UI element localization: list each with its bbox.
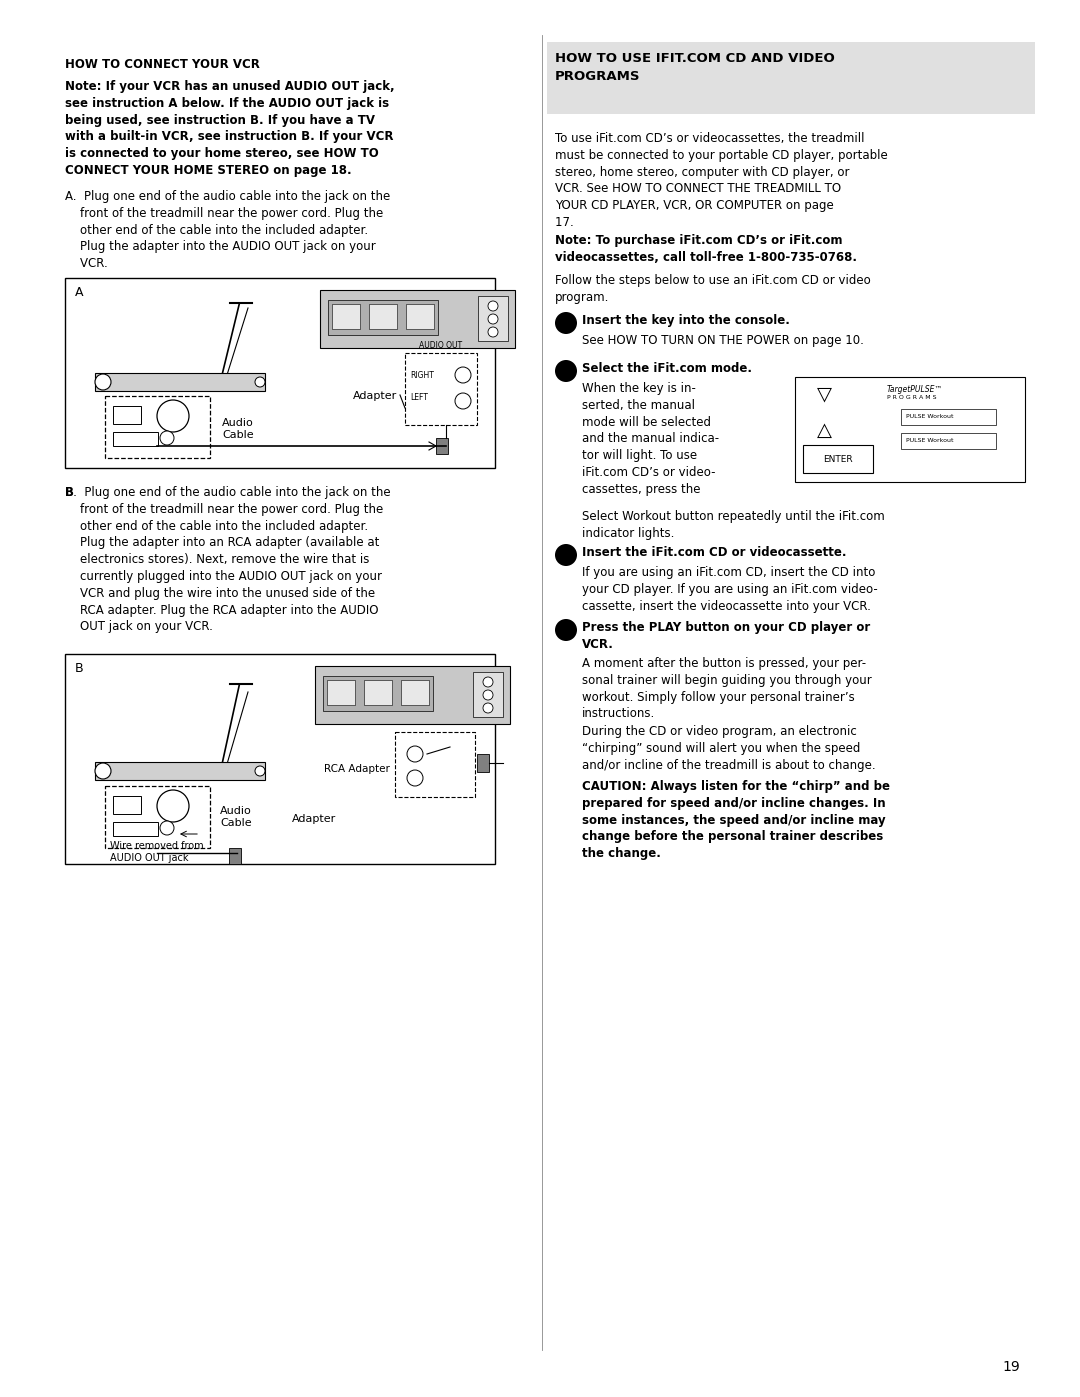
Text: P R O G R A M S: P R O G R A M S: [887, 395, 936, 400]
Circle shape: [157, 400, 189, 432]
Text: HOW TO USE IFIT.COM CD AND VIDEO
PROGRAMS: HOW TO USE IFIT.COM CD AND VIDEO PROGRAM…: [555, 52, 835, 82]
Text: CAUTION: Always listen for the “chirp” and be
prepared for speed and/or incline : CAUTION: Always listen for the “chirp” a…: [582, 780, 890, 861]
Bar: [369, 305, 397, 330]
Text: RIGHT: RIGHT: [410, 372, 434, 380]
Bar: [478, 296, 508, 341]
Bar: [113, 796, 141, 814]
Bar: [473, 672, 503, 717]
Text: Audio
Cable: Audio Cable: [220, 806, 252, 828]
Text: Adapter: Adapter: [353, 391, 397, 401]
Text: Adapter: Adapter: [292, 814, 336, 824]
Circle shape: [95, 374, 111, 390]
Text: △: △: [816, 420, 832, 440]
Bar: [327, 680, 355, 705]
Text: Wire removed from
AUDIO OUT jack: Wire removed from AUDIO OUT jack: [110, 841, 204, 863]
Text: Note: If your VCR has an unused AUDIO OUT jack,
see instruction A below. If the : Note: If your VCR has an unused AUDIO OU…: [65, 80, 394, 177]
Circle shape: [160, 821, 174, 835]
Bar: [323, 676, 433, 711]
Circle shape: [483, 690, 492, 700]
Text: Insert the iFit.com CD or videocassette.: Insert the iFit.com CD or videocassette.: [582, 546, 847, 559]
Bar: [328, 300, 438, 335]
Bar: [113, 432, 158, 446]
Bar: [804, 446, 873, 474]
Text: A moment after the button is pressed, your per-
sonal trainer will begin guiding: A moment after the button is pressed, yo…: [582, 657, 872, 721]
Text: During the CD or video program, an electronic
“chirping” sound will alert you wh: During the CD or video program, an elect…: [582, 725, 879, 771]
Text: LEFT: LEFT: [410, 393, 428, 402]
Bar: [436, 439, 448, 454]
Circle shape: [455, 367, 471, 383]
Text: 1: 1: [562, 319, 570, 328]
Bar: [332, 305, 360, 330]
Bar: [406, 305, 434, 330]
Circle shape: [555, 312, 577, 334]
Bar: [315, 666, 510, 724]
Text: ▽: ▽: [816, 386, 832, 404]
Text: Select the iFit.com mode.: Select the iFit.com mode.: [582, 362, 752, 374]
Bar: [901, 409, 996, 425]
Bar: [320, 291, 515, 348]
Text: When the key is in-
serted, the manual
mode will be selected
and the manual indi: When the key is in- serted, the manual m…: [582, 381, 719, 496]
Bar: [65, 278, 495, 468]
Text: Press the PLAY button on your CD player or
VCR.: Press the PLAY button on your CD player …: [582, 622, 870, 651]
Bar: [395, 732, 475, 798]
Bar: [95, 373, 265, 391]
Circle shape: [157, 789, 189, 821]
Bar: [546, 42, 1035, 115]
Text: 4: 4: [562, 624, 570, 636]
Bar: [113, 821, 158, 835]
Text: See HOW TO TURN ON THE POWER on page 10.: See HOW TO TURN ON THE POWER on page 10.: [582, 334, 864, 346]
Text: Follow the steps below to use an iFit.com CD or video
program.: Follow the steps below to use an iFit.co…: [555, 274, 870, 303]
Circle shape: [483, 678, 492, 687]
Text: TargetPULSE™: TargetPULSE™: [887, 386, 943, 394]
Circle shape: [555, 360, 577, 381]
Circle shape: [407, 770, 423, 787]
Text: HOW TO CONNECT YOUR VCR: HOW TO CONNECT YOUR VCR: [65, 59, 260, 71]
Text: B: B: [65, 486, 75, 499]
Bar: [405, 353, 477, 425]
Circle shape: [160, 432, 174, 446]
Text: RCA Adapter: RCA Adapter: [324, 764, 390, 774]
Text: PULSE Workout: PULSE Workout: [906, 415, 954, 419]
Text: Note: To purchase iFit.com CD’s or iFit.com
videocassettes, call toll-free 1-800: Note: To purchase iFit.com CD’s or iFit.…: [555, 235, 858, 264]
Circle shape: [555, 619, 577, 641]
Circle shape: [555, 543, 577, 566]
Circle shape: [488, 327, 498, 337]
Text: AUDIO OUT: AUDIO OUT: [419, 341, 462, 351]
Bar: [401, 680, 429, 705]
Bar: [95, 761, 265, 780]
Bar: [105, 395, 210, 458]
Bar: [795, 377, 1025, 482]
Bar: [113, 407, 141, 425]
Text: A.  Plug one end of the audio cable into the jack on the
    front of the treadm: A. Plug one end of the audio cable into …: [65, 190, 390, 270]
Text: 19: 19: [1002, 1361, 1020, 1375]
Circle shape: [255, 377, 265, 387]
Text: A: A: [75, 286, 83, 299]
Bar: [229, 848, 241, 863]
Text: To use iFit.com CD’s or videocassettes, the treadmill
must be connected to your : To use iFit.com CD’s or videocassettes, …: [555, 131, 888, 229]
Text: B: B: [75, 662, 83, 675]
Text: If you are using an iFit.com CD, insert the CD into
your CD player. If you are u: If you are using an iFit.com CD, insert …: [582, 566, 878, 613]
Text: 2: 2: [562, 366, 570, 376]
Circle shape: [407, 746, 423, 761]
Text: ENTER: ENTER: [823, 454, 853, 464]
Bar: [477, 754, 489, 773]
Bar: [901, 433, 996, 448]
Circle shape: [255, 766, 265, 775]
Text: PULSE Workout: PULSE Workout: [906, 439, 954, 443]
Bar: [65, 654, 495, 863]
Circle shape: [483, 703, 492, 712]
Circle shape: [488, 300, 498, 312]
Text: B.  Plug one end of the audio cable into the jack on the
    front of the treadm: B. Plug one end of the audio cable into …: [65, 486, 391, 633]
Text: 3: 3: [563, 550, 570, 560]
Text: Select Workout button repeatedly until the iFit.com
indicator lights.: Select Workout button repeatedly until t…: [582, 510, 885, 539]
Bar: [105, 787, 210, 848]
Circle shape: [455, 393, 471, 409]
Text: Insert the key into the console.: Insert the key into the console.: [582, 314, 789, 327]
Text: Audio
Cable: Audio Cable: [222, 418, 254, 440]
Circle shape: [95, 763, 111, 780]
Bar: [364, 680, 392, 705]
Circle shape: [488, 314, 498, 324]
